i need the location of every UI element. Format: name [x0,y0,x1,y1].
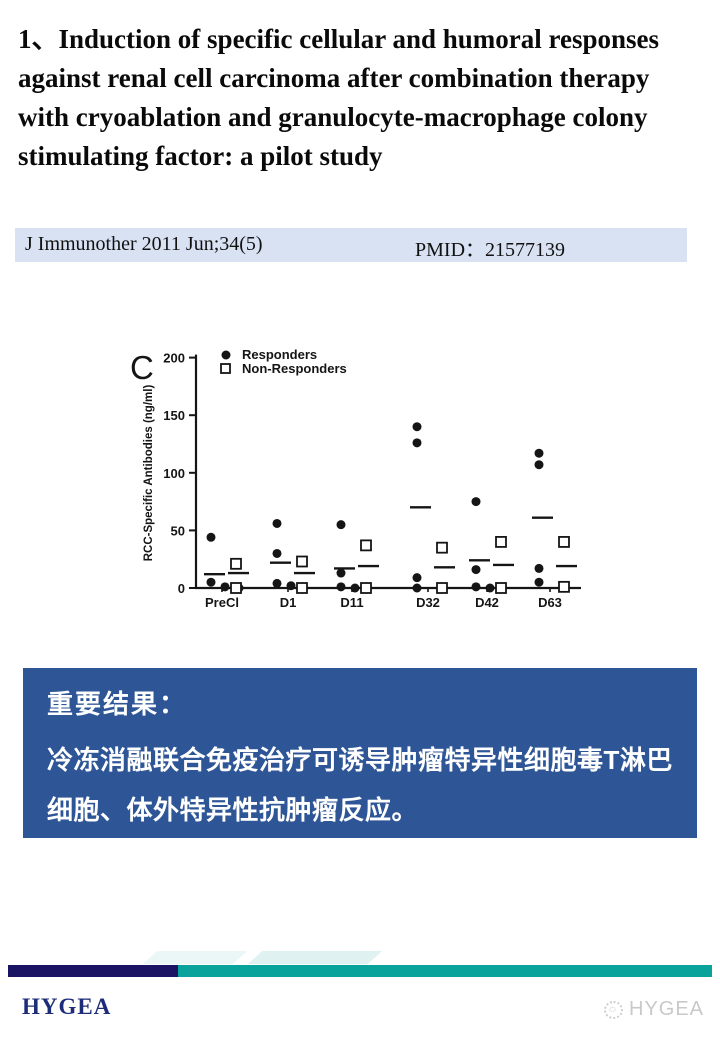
chart-text: PreCl [205,595,239,610]
results-body: 冷冻消融联合免疫治疗可诱导肿瘤特异性细胞毒T淋巴细胞、体外特异性抗肿瘤反应。 [47,745,673,825]
paper-title: 1、Induction of specific cellular and hum… [18,24,660,171]
data-point-responder [206,532,216,542]
data-point-non-responder [495,536,507,548]
data-point-non-responder [230,582,242,594]
footer-navy-bar [8,965,178,977]
data-point-non-responder [436,582,448,594]
results-heading: 重要结果： [47,689,188,719]
data-point-non-responder [296,555,308,568]
data-point-non-responder [495,582,507,594]
hygea-globe-icon [604,1000,623,1019]
chart-text: Non-Responders [242,361,347,376]
data-point-responder [336,520,346,530]
data-point-non-responder [360,582,372,594]
chart-text: 150 [163,408,185,423]
data-point-responder [534,563,544,573]
pmid-label: PMID： [415,239,486,261]
data-point-responder [286,581,296,591]
data-point-responder [471,565,481,575]
key-results-box: 重要结果： 冷冻消融联合免疫治疗可诱导肿瘤特异性细胞毒T淋巴细胞、体外特异性抗肿… [23,668,697,838]
chart-text: RCC-Specific Antibodies (ng/ml) [143,385,155,562]
chart-text: D11 [340,595,363,610]
data-point-responder [272,578,282,588]
chart-text: D32 [416,595,440,610]
chart-text: C [130,349,154,386]
data-point-responder [336,568,346,578]
journal-reference: J Immunother 2011 Jun;34(5) [25,233,263,255]
data-point-responder [412,583,422,593]
chart-text: 0 [178,581,185,596]
citation-bar: J Immunother 2011 Jun;34(5) PMID：2157713… [15,228,687,262]
footer-teal-bar [178,965,712,977]
chart-text: D42 [475,595,499,610]
chart-text: D63 [538,595,562,610]
data-point-responder [412,438,422,448]
data-point-responder [534,577,544,587]
pmid-value: 21577139 [485,239,566,261]
data-point-responder [336,582,346,592]
watermark-label: HYGEA [629,998,705,1020]
data-point-responder [485,583,495,593]
chart-text: 50 [171,523,185,538]
data-point-responder [534,460,544,470]
chart-text: 100 [163,466,185,481]
antibody-scatter-chart: 0 50 100 150 200 PreCl D1 D11 D32 D42 D63 RCC-Speci… [130,347,581,610]
data-point-responder [206,577,216,587]
data-point-non-responder [558,536,570,548]
chart-text: Responders [242,347,317,362]
hygea-watermark: HYGEA [604,998,704,1021]
data-point-non-responder [360,539,372,552]
data-point-non-responder [558,580,570,593]
data-point-responder [412,573,422,583]
hygea-logo-text: HYGEA [22,994,112,1019]
chart-text: D1 [280,595,297,610]
data-point-non-responder [436,541,448,554]
data-point-responder [471,582,481,592]
data-point-responder [350,583,360,593]
legend-marker-open-square [220,363,231,374]
data-point-responder [272,518,282,528]
footer-streak-decoration [247,951,383,964]
data-point-responder [534,448,544,458]
data-point-responder [220,582,230,592]
data-point-non-responder [296,582,308,594]
chart-text: 200 [163,351,185,366]
data-point-responder [412,422,422,432]
figure-panel-c: 0 50 100 150 200 PreCl D1 D11 D32 D42 D63 RCC-Speci… [128,333,633,623]
footer-streak-decoration [142,951,248,964]
legend-marker-filled-circle [221,350,231,360]
data-point-responder [272,548,282,558]
data-point-responder [471,497,481,507]
data-point-non-responder [230,557,242,570]
pmid: PMID：21577139 [415,233,565,262]
